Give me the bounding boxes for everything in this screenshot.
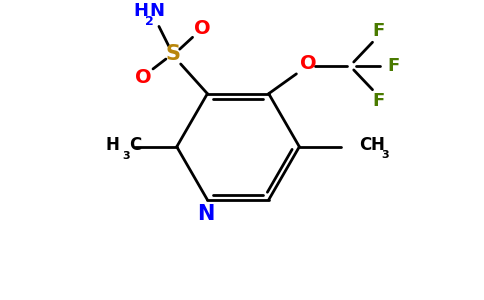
Text: O: O xyxy=(300,55,317,74)
Text: H: H xyxy=(106,136,120,154)
Text: O: O xyxy=(194,19,211,38)
Text: H: H xyxy=(371,136,384,154)
Text: S: S xyxy=(166,44,180,64)
Text: F: F xyxy=(372,22,385,40)
Text: 3: 3 xyxy=(381,150,389,160)
Text: O: O xyxy=(135,68,151,87)
Text: N: N xyxy=(150,2,165,20)
Text: F: F xyxy=(372,92,385,110)
Text: 3: 3 xyxy=(122,151,130,161)
Text: F: F xyxy=(387,57,399,75)
Text: H: H xyxy=(134,2,149,20)
Text: C: C xyxy=(359,136,371,154)
Text: N: N xyxy=(197,204,214,224)
Text: 2: 2 xyxy=(145,15,153,28)
Text: C: C xyxy=(129,136,141,154)
